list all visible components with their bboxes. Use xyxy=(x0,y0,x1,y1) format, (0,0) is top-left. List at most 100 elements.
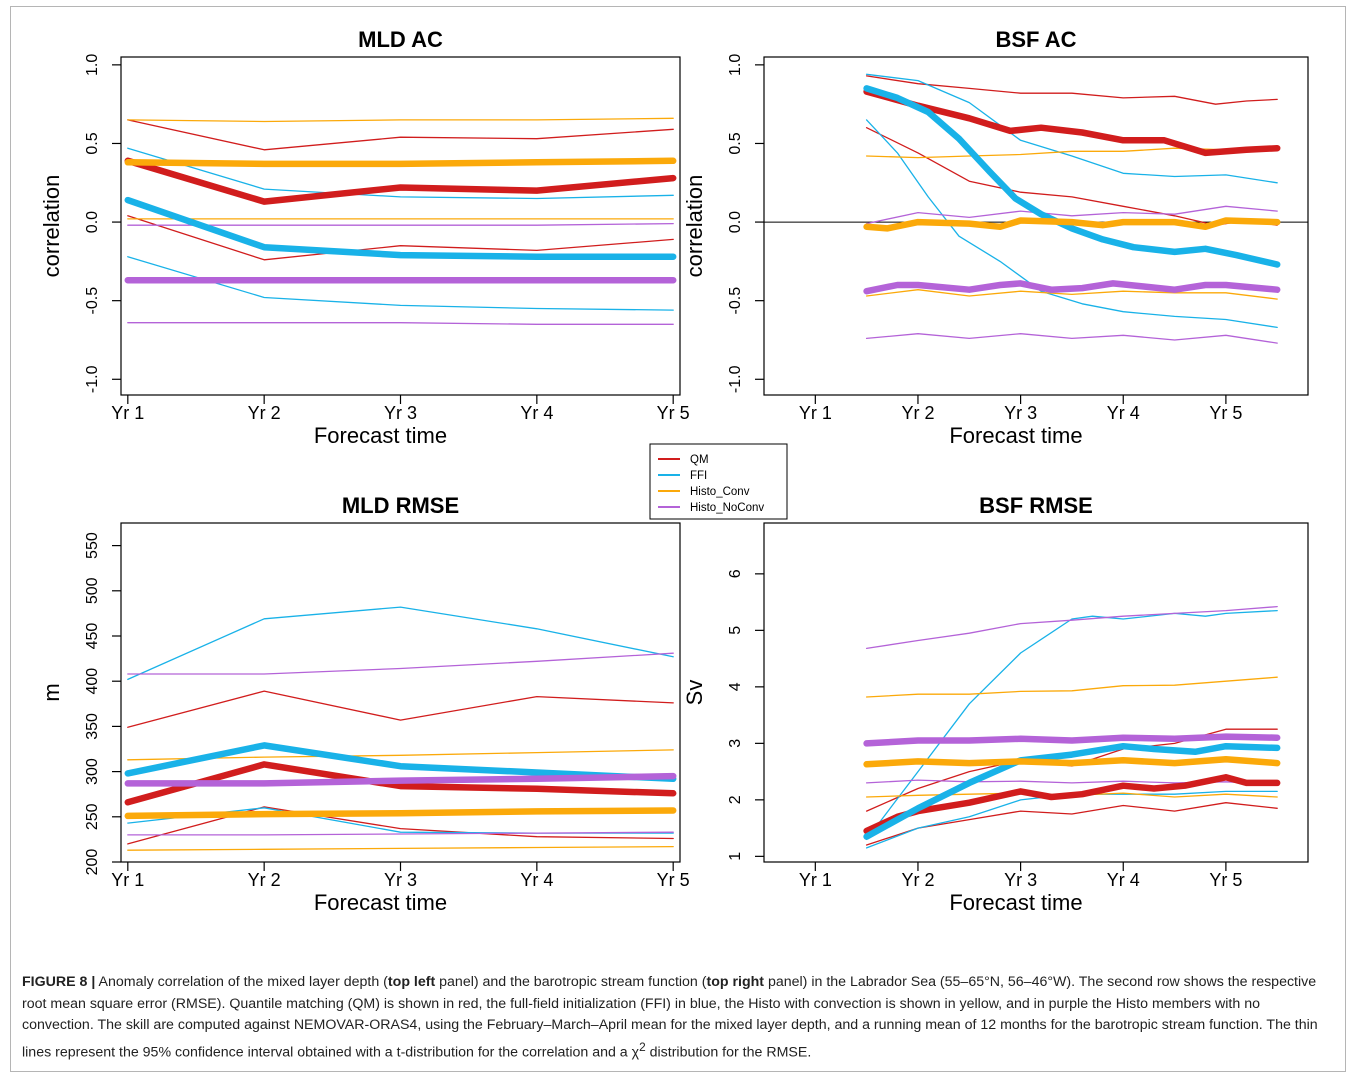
panel-1-series-histo-noconv-thin xyxy=(127,322,674,325)
panel-1-ytick-label: -1.0 xyxy=(84,365,101,393)
panel-4-ytick-label: 3 xyxy=(727,739,744,748)
panel-4-ytick-label: 6 xyxy=(727,569,744,578)
panel-2-plot-box xyxy=(763,56,1309,396)
panel-2-ylabel: correlation xyxy=(682,175,707,278)
panel-2-series-qm-thick xyxy=(863,88,1281,157)
panel-1-series-ffi-thin xyxy=(127,147,674,200)
panel-4-series-histo-noconv-thick xyxy=(863,733,1281,747)
panel-3-series-histo-conv-thin xyxy=(127,845,674,851)
panel-2-series-ffi-thin xyxy=(865,119,1278,329)
panel-2-series-histo-conv-thick xyxy=(863,217,1281,232)
legend-label-ffi: FFI xyxy=(690,470,707,482)
panel-2-xtick-label: Yr 3 xyxy=(1004,403,1037,423)
panel-3-series-histo-conv-thick xyxy=(124,807,677,820)
panel-2-series-histo-noconv-thick xyxy=(863,280,1281,295)
panel-1-title: MLD AC xyxy=(358,27,443,52)
panel-1-xlabel: Forecast time xyxy=(314,423,447,448)
panel-3-ytick-label: 550 xyxy=(84,532,101,559)
panel-1-ylabel: correlation xyxy=(39,175,64,278)
panel-3-series-histo-noconv-thick xyxy=(124,772,677,787)
panel-3-xtick-label: Yr 1 xyxy=(111,870,144,890)
panel-3-series-qm-thick xyxy=(124,761,677,806)
caption-superscript: 2 xyxy=(639,1039,646,1054)
panel-1-xtick-label: Yr 4 xyxy=(520,403,553,423)
figure-panels: MLD AC -1.0 -0.5 0.0 0.5 1.0 correlation Yr 1 Yr… xyxy=(39,27,1309,915)
panel-3-xtick-label: Yr 2 xyxy=(248,870,281,890)
legend-label-qm: QM xyxy=(690,454,709,466)
panel-4-xtick-label: Yr 4 xyxy=(1107,870,1140,890)
panel-1-series-qm-thin xyxy=(127,119,674,151)
legend-label-histo-noconv: Histo_NoConv xyxy=(690,502,764,514)
caption-text-3: panel) in the Labrador Sea (55–65°N, 56–… xyxy=(22,974,1318,1061)
panel-1-ytick-label: 0.5 xyxy=(84,132,101,154)
figure-frame xyxy=(10,6,1346,1072)
panel-1-xtick-label: Yr 1 xyxy=(111,403,144,423)
panel-4-series-ffi-thin xyxy=(865,609,1278,841)
panel-3-series-ffi-thick xyxy=(124,742,677,783)
panel-2-series-histo-conv-thin xyxy=(865,289,1278,300)
panel-1-series-histo-conv-thick xyxy=(124,157,677,168)
panel-2-xtick-label: Yr 1 xyxy=(799,403,832,423)
panel-3-ytick-label: 250 xyxy=(84,803,101,830)
panel-2-xtick-label: Yr 4 xyxy=(1107,403,1140,423)
panel-2-series-ffi-thin xyxy=(865,73,1278,184)
panel-3-title: MLD RMSE xyxy=(342,493,459,518)
panel-2-series-histo-noconv-thin xyxy=(865,205,1278,225)
panel-3-xlabel: Forecast time xyxy=(314,890,447,915)
panel-1-xtick-label: Yr 3 xyxy=(384,403,417,423)
panel-3-ytick-label: 300 xyxy=(84,758,101,785)
panel-3-ytick-label: 450 xyxy=(84,623,101,650)
panel-1-series-histo-noconv-thin xyxy=(127,222,674,226)
panel-3-ytick-label: 500 xyxy=(84,577,101,604)
panel-2-ytick-label: -0.5 xyxy=(727,287,744,315)
panel-2-title: BSF AC xyxy=(995,27,1076,52)
panel-1-series-ffi-thin xyxy=(127,256,674,311)
panel-3-series-ffi-thin xyxy=(127,606,674,681)
panel-3-series-qm-thin xyxy=(127,806,674,845)
panel-4-ytick-label: 5 xyxy=(727,626,744,635)
figure-caption: FIGURE 8 | Anomaly correlation of the mi… xyxy=(22,972,1334,1064)
caption-text-4: distribution for the RMSE. xyxy=(645,1044,812,1061)
panel-4-series-ffi-thick xyxy=(863,742,1281,840)
panel-3-ytick-label: 200 xyxy=(84,849,101,876)
panel-1-xtick-label: Yr 2 xyxy=(248,403,281,423)
panel-1-series-qm-thick xyxy=(124,157,677,205)
panel-4-series-histo-noconv-thin xyxy=(865,605,1278,650)
panel-2-ytick-label: 0.5 xyxy=(727,132,744,154)
panel-2-xtick-label: Yr 5 xyxy=(1209,403,1242,423)
panel-3-ylabel: m xyxy=(39,683,64,701)
panel-1-ytick-label: 0.0 xyxy=(84,211,101,233)
panel-4-plot-box xyxy=(763,522,1309,863)
panel-4-ytick-label: 4 xyxy=(727,682,744,691)
panel-4-ytick-label: 1 xyxy=(727,852,744,861)
panel-4-title: BSF RMSE xyxy=(979,493,1093,518)
panel-4-xlabel: Forecast time xyxy=(949,890,1082,915)
panel-1-series-ffi-thick xyxy=(124,196,677,260)
panel-4-series-qm-thin xyxy=(865,802,1278,846)
panel-3-xtick-label: Yr 4 xyxy=(520,870,553,890)
caption-bold-1: top left xyxy=(387,974,436,990)
panel-1-ytick-label: 1.0 xyxy=(84,54,101,76)
panel-2-xlabel: Forecast time xyxy=(949,423,1082,448)
panel-2-xtick-label: Yr 2 xyxy=(901,403,934,423)
panel-4-xtick-label: Yr 5 xyxy=(1209,870,1242,890)
panel-3-ytick-label: 350 xyxy=(84,713,101,740)
caption-label: FIGURE 8 | xyxy=(22,974,96,990)
caption-bold-2: top right xyxy=(706,974,765,990)
panel-2-series-qm-thin xyxy=(865,127,1278,226)
panel-2-series-ffi-thick xyxy=(863,85,1281,268)
panel-1-series-qm-thin xyxy=(127,215,674,261)
panel-1-series-histo-conv-thin xyxy=(127,117,674,123)
panel-4-ytick-label: 2 xyxy=(727,795,744,804)
panel-2-ytick-label: 1.0 xyxy=(727,54,744,76)
panel-3-ytick-label: 400 xyxy=(84,668,101,695)
panel-4-ylabel: Sv xyxy=(682,680,707,706)
panel-2-series-histo-noconv-thin xyxy=(865,333,1278,344)
panel-2-series-qm-thin xyxy=(865,75,1278,105)
panel-2-ytick-label: -1.0 xyxy=(727,365,744,393)
panel-3-series-qm-thin xyxy=(127,690,674,728)
legend-label-histo-conv: Histo_Conv xyxy=(690,486,750,498)
panel-3-series-histo-noconv-thin xyxy=(127,652,674,675)
panel-1-xtick-label: Yr 5 xyxy=(657,403,690,423)
caption-text-1: Anomaly correlation of the mixed layer d… xyxy=(95,974,388,990)
